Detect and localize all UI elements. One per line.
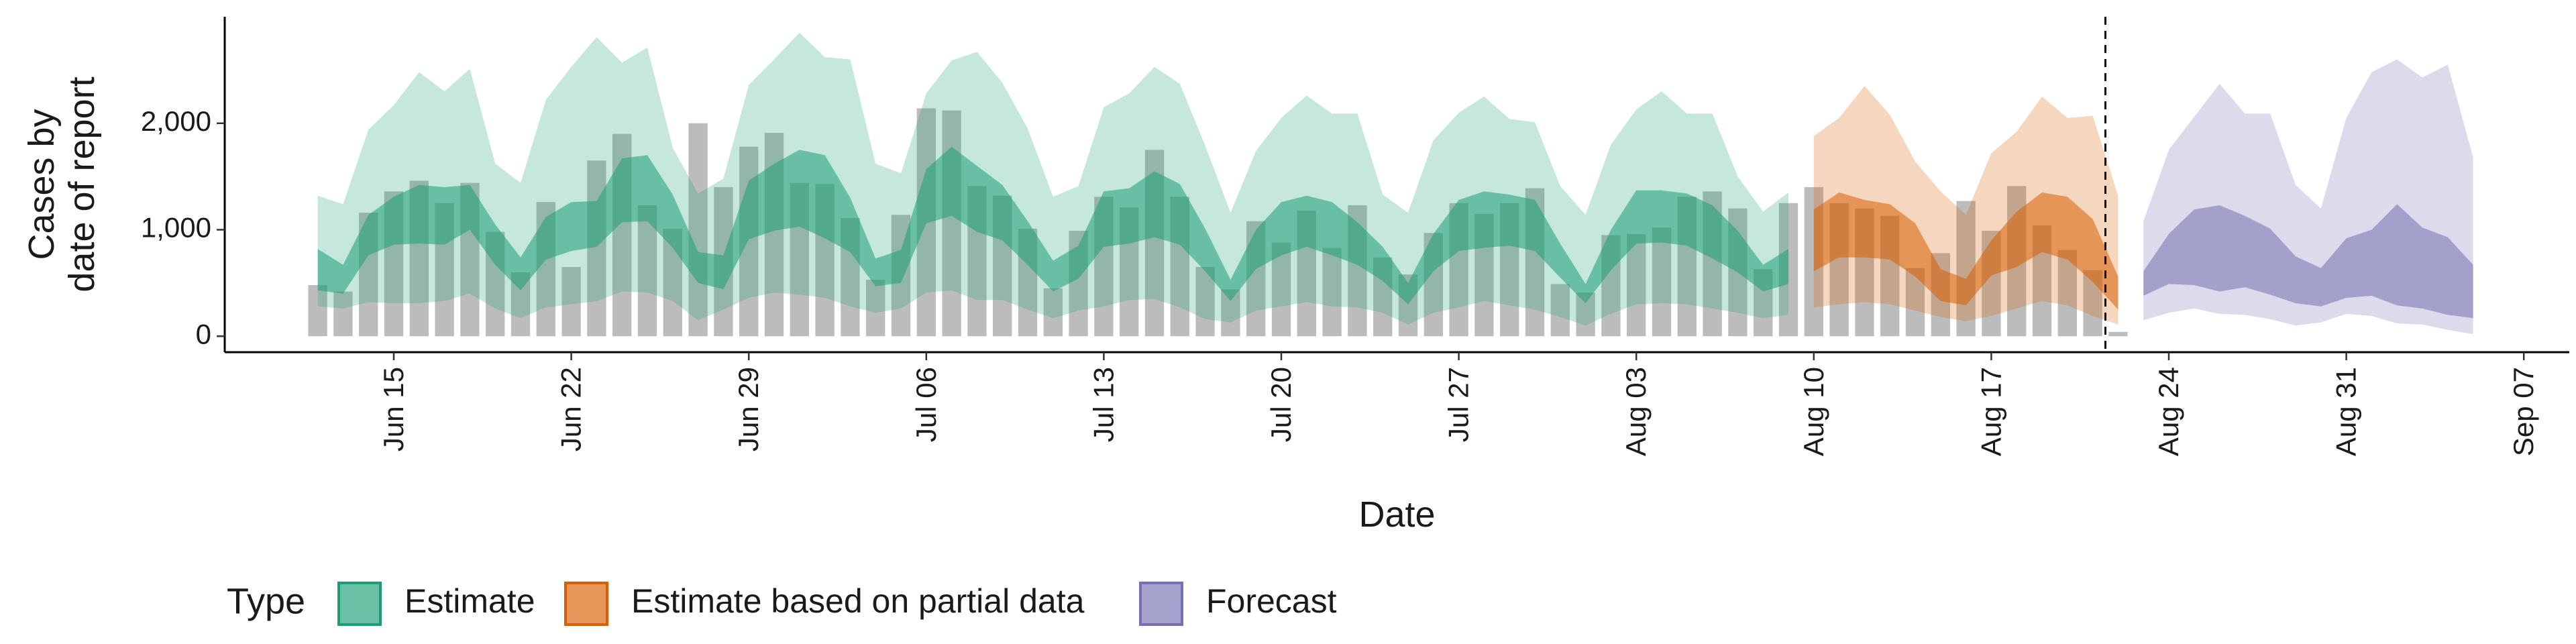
bar-aug-04 <box>1652 227 1672 337</box>
forecast-band-50 <box>2143 204 2473 319</box>
x-tick-label: Aug 10 <box>1798 367 1829 456</box>
x-tick-label: Jun 15 <box>378 367 409 451</box>
legend: Type Estimate Estimate based on partial da… <box>227 581 1337 626</box>
x-tick-label: Aug 03 <box>1620 367 1652 456</box>
x-tick-label: Jul 27 <box>1443 367 1474 442</box>
x-tick-label: Jun 29 <box>733 367 764 451</box>
y-tick-label: 1,000 <box>141 212 211 244</box>
y-tick-label: 2,000 <box>141 105 211 137</box>
bar-jun-22 <box>561 267 581 337</box>
bar-aug-22 <box>2108 331 2128 337</box>
legend-key-2 <box>1139 582 1183 626</box>
bar-jul-04 <box>866 280 885 337</box>
partial-band-90 <box>1813 86 2118 325</box>
axes-layer: 0 1,000 2,000 Jun 15 Jun 22 Jun 29 Jul 06 Jul 1… <box>21 17 2569 535</box>
y-axis-title-line-2: date of report <box>62 76 102 292</box>
x-tick-label: Aug 17 <box>1975 367 2006 456</box>
y-axis-title-line-1: Cases by <box>21 109 62 260</box>
legend-label: Estimate based on partial data <box>631 582 1085 620</box>
bar-jul-22 <box>1322 248 1342 337</box>
x-tick-label: Jul 13 <box>1087 367 1119 442</box>
y-tick-label: 0 <box>196 318 211 350</box>
legend-label: Estimate <box>405 582 535 620</box>
bar-aug-03 <box>1627 233 1646 337</box>
bar-jun-23 <box>587 160 606 337</box>
x-tick-label: Sep 07 <box>2508 367 2539 456</box>
x-tick-label: Aug 31 <box>2330 367 2362 456</box>
bar-jun-13 <box>333 291 353 337</box>
legend-key-0 <box>337 582 382 626</box>
x-tick-label: Aug 24 <box>2153 367 2184 456</box>
x-tick-label: Jul 06 <box>910 367 942 442</box>
legend-key-1 <box>564 582 608 626</box>
bar-jun-12 <box>308 285 327 337</box>
legend-label: Forecast <box>1206 582 1337 620</box>
estimate-band-50 <box>317 146 1788 305</box>
bar-jul-11 <box>1043 288 1063 337</box>
bar-aug-16 <box>1956 201 1976 337</box>
ribbons-layer <box>317 32 2473 334</box>
x-tick-label: Jul 20 <box>1265 367 1297 442</box>
x-axis-title: Date <box>1358 494 1435 535</box>
bar-jun-27 <box>688 123 708 337</box>
legend-title: Type <box>227 581 305 621</box>
partial-band-50 <box>1813 192 2118 310</box>
x-tick-label: Jun 22 <box>555 367 587 451</box>
bar-jul-31 <box>1550 284 1570 337</box>
